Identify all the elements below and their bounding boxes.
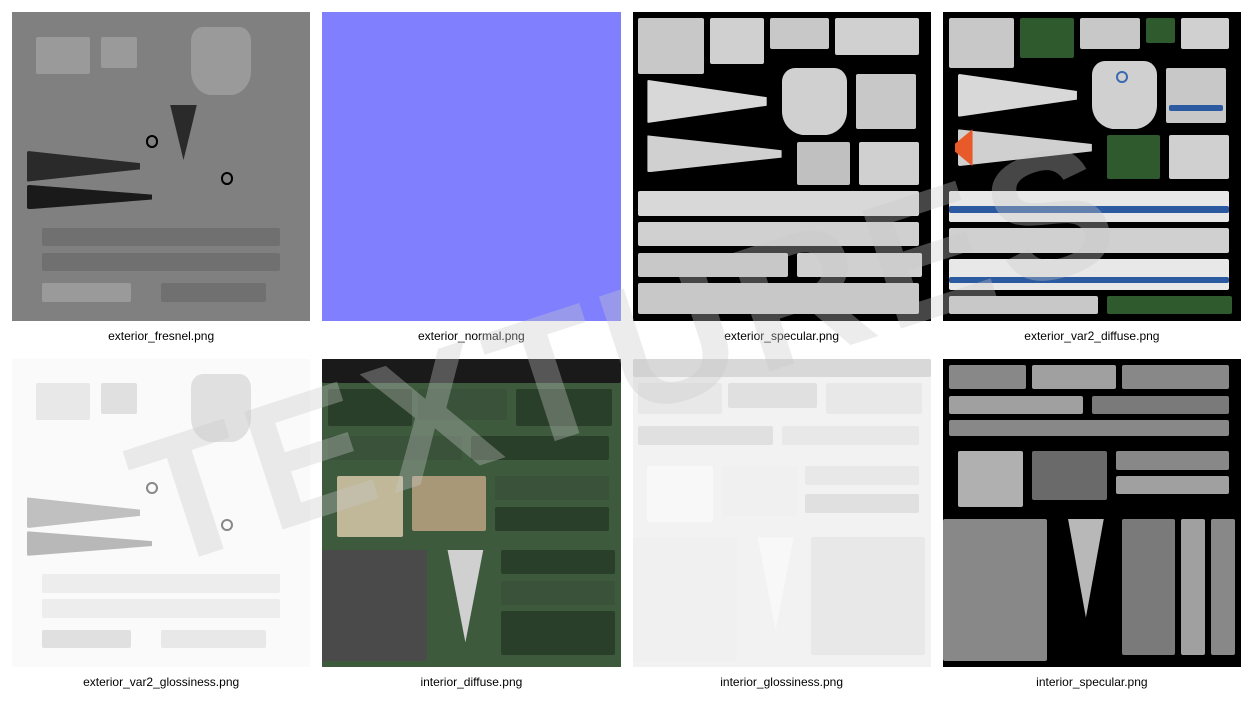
thumb-exterior-specular bbox=[633, 12, 931, 321]
label-5: interior_diffuse.png bbox=[420, 675, 522, 689]
cell-0: exterior_fresnel.png bbox=[12, 12, 310, 347]
label-6: interior_glossiness.png bbox=[720, 675, 843, 689]
label-3: exterior_var2_diffuse.png bbox=[1024, 329, 1159, 343]
thumb-interior-glossiness bbox=[633, 359, 931, 668]
label-1: exterior_normal.png bbox=[418, 329, 525, 343]
label-4: exterior_var2_glossiness.png bbox=[83, 675, 239, 689]
texture-grid: exterior_fresnel.png exterior_normal.png… bbox=[0, 0, 1253, 705]
thumb-interior-specular bbox=[943, 359, 1241, 668]
thumb-exterior-fresnel bbox=[12, 12, 310, 321]
label-2: exterior_specular.png bbox=[724, 329, 839, 343]
cell-4: exterior_var2_glossiness.png bbox=[12, 359, 310, 694]
cell-7: interior_specular.png bbox=[943, 359, 1241, 694]
thumb-exterior-normal bbox=[322, 12, 620, 321]
cell-2: exterior_specular.png bbox=[633, 12, 931, 347]
cell-3: exterior_var2_diffuse.png bbox=[943, 12, 1241, 347]
cell-1: exterior_normal.png bbox=[322, 12, 620, 347]
thumb-exterior-var2-glossiness bbox=[12, 359, 310, 668]
cell-6: interior_glossiness.png bbox=[633, 359, 931, 694]
thumb-interior-diffuse bbox=[322, 359, 620, 668]
cell-5: interior_diffuse.png bbox=[322, 359, 620, 694]
thumb-exterior-var2-diffuse bbox=[943, 12, 1241, 321]
label-0: exterior_fresnel.png bbox=[108, 329, 214, 343]
label-7: interior_specular.png bbox=[1036, 675, 1147, 689]
